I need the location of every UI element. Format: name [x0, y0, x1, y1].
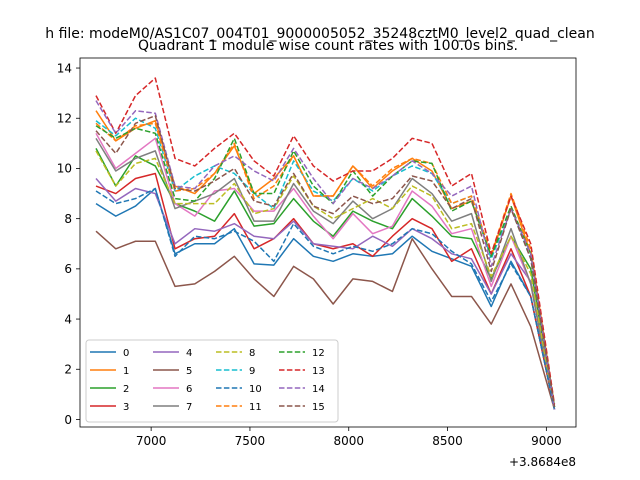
series-line-13 [95, 77, 556, 405]
y-axis: 0 2 4 6 8 10 12 14 [57, 61, 80, 427]
series-line-12 [95, 125, 556, 408]
y-tick-label-6: 6 [64, 262, 72, 276]
chart-title: Quadrant 1 module wise count rates with … [138, 38, 518, 54]
y-tick-label-12: 12 [57, 112, 72, 126]
legend-label-8: 8 [249, 348, 255, 359]
series-line-11 [95, 122, 556, 408]
legend-label-7: 7 [186, 402, 192, 413]
y-tick-label-2: 2 [64, 363, 72, 377]
y-tick-label-4: 4 [64, 312, 72, 326]
x-tick-label-7500: 7500 [235, 434, 266, 448]
series-line-8 [95, 150, 556, 410]
x-axis-offset-label: +3.8684e8 [509, 455, 576, 469]
legend-label-4: 4 [186, 348, 192, 359]
legend-label-0: 0 [123, 348, 129, 359]
legend-label-12: 12 [312, 348, 325, 359]
axes-frame [79, 57, 577, 428]
x-tick-label-8500: 8500 [432, 434, 463, 448]
x-tick-label-7000: 7000 [136, 434, 167, 448]
series-line-10 [95, 187, 556, 410]
series-line-7 [95, 137, 556, 410]
legend-label-2: 2 [123, 384, 129, 395]
legend-label-5: 5 [186, 366, 192, 377]
x-tick-label-9000: 9000 [531, 434, 562, 448]
figure-suptitle: h file: modeM0/AS1C07_004T01_9000005052_… [45, 26, 594, 42]
y-tick-label-14: 14 [57, 61, 72, 75]
legend-label-15: 15 [312, 402, 325, 413]
legend-label-3: 3 [123, 402, 129, 413]
y-tick-label-8: 8 [64, 212, 72, 226]
series-line-5 [95, 230, 556, 410]
legend-label-9: 9 [249, 366, 255, 377]
series-line-4 [95, 177, 556, 410]
y-tick-label-10: 10 [57, 162, 72, 176]
legend-label-1: 1 [123, 366, 129, 377]
x-axis: 7000 7500 8000 8500 9000 [136, 427, 562, 448]
y-tick-label-0: 0 [64, 413, 72, 427]
legend-label-13: 13 [312, 366, 325, 377]
series-line-6 [95, 132, 556, 410]
legend-label-10: 10 [249, 384, 262, 395]
legend-label-14: 14 [312, 384, 325, 395]
legend-label-6: 6 [186, 384, 192, 395]
legend-frame [85, 339, 339, 423]
series-line-15 [95, 114, 556, 408]
x-tick-label-8000: 8000 [333, 434, 364, 448]
legend-label-11: 11 [249, 402, 262, 413]
series-layer [95, 77, 556, 410]
